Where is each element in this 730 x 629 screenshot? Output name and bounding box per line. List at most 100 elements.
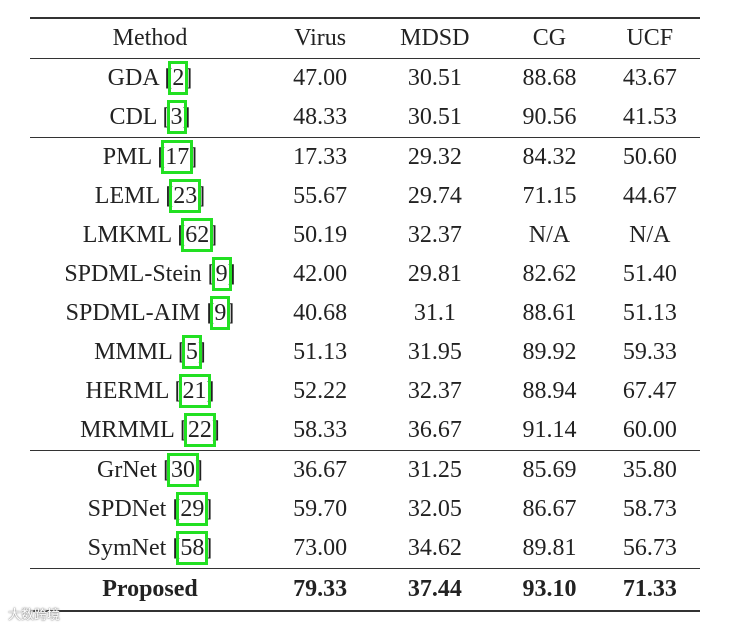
- value-cell: 85.69: [522, 457, 577, 483]
- value-cell: 84.32: [522, 144, 577, 170]
- value-cell: 86.67: [522, 496, 577, 522]
- table-row: HERML [21] 52.22 32.37 88.94 67.47: [30, 372, 700, 411]
- value-cell: 32.37: [407, 378, 462, 404]
- value-cell: 89.81: [522, 535, 577, 561]
- value-cell: 48.33: [293, 104, 348, 130]
- value-cell: 88.68: [522, 65, 577, 91]
- value-cell: 30.51: [407, 65, 462, 91]
- method-cell: MMML [5]: [94, 335, 206, 369]
- citation-link[interactable]: 21: [178, 374, 211, 408]
- value-cell: 90.56: [522, 104, 577, 130]
- method-cell: GDA [2]: [107, 61, 193, 95]
- value-cell: 93.10: [522, 576, 577, 602]
- value-cell: 79.33: [293, 576, 348, 602]
- value-cell: 50.19: [293, 222, 348, 248]
- value-cell: 29.32: [407, 144, 462, 170]
- value-cell: 35.80: [622, 457, 677, 483]
- value-cell: 88.94: [522, 378, 577, 404]
- value-cell: 29.74: [407, 183, 462, 209]
- value-cell: 89.92: [522, 339, 577, 365]
- value-cell: 67.47: [622, 378, 677, 404]
- value-cell: 51.13: [622, 300, 677, 326]
- value-cell: 59.70: [293, 496, 348, 522]
- value-cell: 44.67: [622, 183, 677, 209]
- method-cell: HERML [21]: [85, 374, 215, 408]
- results-table: Method Virus MDSD CG UCF GDA [2] 47.00 30.…: [30, 17, 700, 612]
- method-name: SPDML-AIM: [65, 300, 201, 326]
- value-cell: 82.62: [522, 261, 577, 287]
- header-mdsd: MDSD: [400, 25, 470, 51]
- citation-link[interactable]: 2: [168, 61, 189, 95]
- value-cell: 29.81: [407, 261, 462, 287]
- table-row: MRMML [22] 58.33 36.67 91.14 60.00: [30, 411, 700, 451]
- method-cell: SPDML-Stein [9]: [64, 257, 236, 291]
- table-row: PML [17] 17.33 29.32 84.32 50.60: [30, 138, 700, 178]
- method-name: MRMML: [80, 417, 174, 443]
- value-cell: N/A: [629, 222, 671, 248]
- value-cell: 34.62: [407, 535, 462, 561]
- value-cell: 88.61: [522, 300, 577, 326]
- citation-link[interactable]: 5: [181, 335, 202, 369]
- table-row: LMKML [62] 50.19 32.37 N/A N/A: [30, 216, 700, 255]
- method-name: MMML: [94, 339, 172, 365]
- citation-link[interactable]: 58: [176, 531, 209, 565]
- value-cell: 71.15: [522, 183, 577, 209]
- value-cell: 41.53: [622, 104, 677, 130]
- value-cell: 17.33: [293, 144, 348, 170]
- citation-link[interactable]: 9: [211, 257, 232, 291]
- citation-link[interactable]: 23: [169, 179, 202, 213]
- table-row: SPDNet [29] 59.70 32.05 86.67 58.73: [30, 490, 700, 529]
- method-name: GDA: [107, 65, 159, 91]
- value-cell: N/A: [528, 222, 571, 248]
- value-cell: 71.33: [622, 576, 677, 602]
- value-cell: 30.51: [407, 104, 462, 130]
- value-cell: 31.95: [407, 339, 462, 365]
- method-name: SymNet: [87, 535, 167, 561]
- value-cell: 37.44: [407, 576, 462, 602]
- table-row: GrNet [30] 36.67 31.25 85.69 35.80: [30, 451, 700, 491]
- method-cell: LMKML [62]: [82, 218, 218, 252]
- watermark: 大数跨境: [8, 608, 61, 623]
- method-name: PML: [102, 144, 152, 170]
- header-method: Method: [112, 25, 188, 51]
- value-cell: 43.67: [622, 65, 677, 91]
- header-cg: CG: [532, 25, 567, 51]
- value-cell: 55.67: [293, 183, 348, 209]
- value-cell: 73.00: [293, 535, 348, 561]
- value-cell: 51.40: [622, 261, 677, 287]
- value-cell: 42.00: [293, 261, 348, 287]
- method-cell: MRMML [22]: [80, 413, 220, 447]
- method-cell: GrNet [30]: [97, 453, 203, 487]
- citation-link[interactable]: 22: [183, 413, 216, 447]
- value-cell: 56.73: [622, 535, 677, 561]
- method-name: HERML: [85, 378, 169, 404]
- method-name: SPDNet: [87, 496, 167, 522]
- value-cell: 36.67: [407, 417, 462, 443]
- method-cell: PML [17]: [102, 140, 198, 174]
- citation-link[interactable]: 3: [166, 100, 187, 134]
- value-cell: 31.25: [407, 457, 462, 483]
- value-cell: 36.67: [293, 457, 348, 483]
- method-cell: CDL [3]: [109, 100, 191, 134]
- method-name: SPDML-Stein: [64, 261, 202, 287]
- value-cell: 31.1: [413, 300, 456, 326]
- value-cell: 50.60: [622, 144, 677, 170]
- value-cell: 52.22: [293, 378, 348, 404]
- method-cell: Proposed: [102, 576, 198, 602]
- value-cell: 47.00: [293, 65, 348, 91]
- table-row: SymNet [58] 73.00 34.62 89.81 56.73: [30, 529, 700, 569]
- header-ucf: UCF: [626, 25, 674, 51]
- citation-link[interactable]: 17: [161, 140, 194, 174]
- table-row: CDL [3] 48.33 30.51 90.56 41.53: [30, 98, 700, 138]
- table-row: SPDML-Stein [9] 42.00 29.81 82.62 51.40: [30, 255, 700, 294]
- header-virus: Virus: [294, 25, 347, 51]
- method-cell: SymNet [58]: [87, 531, 213, 565]
- citation-link[interactable]: 30: [166, 453, 199, 487]
- value-cell: 58.33: [293, 417, 348, 443]
- citation-link[interactable]: 29: [176, 492, 209, 526]
- value-cell: 59.33: [622, 339, 677, 365]
- value-cell: 40.68: [293, 300, 348, 326]
- table-row: SPDML-AIM [9] 40.68 31.1 88.61 51.13: [30, 294, 700, 333]
- citation-link[interactable]: 62: [181, 218, 214, 252]
- citation-link[interactable]: 9: [210, 296, 231, 330]
